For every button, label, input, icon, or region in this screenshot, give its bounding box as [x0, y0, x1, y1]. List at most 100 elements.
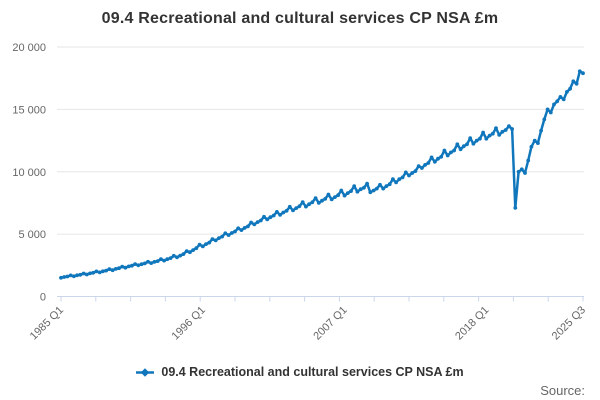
data-point-marker: [494, 126, 498, 130]
data-point-marker: [400, 175, 405, 180]
data-point-marker: [542, 117, 547, 122]
data-point-marker: [507, 124, 511, 129]
data-point-marker: [481, 130, 485, 135]
data-point-marker: [278, 213, 282, 217]
data-point-marker: [68, 273, 73, 278]
data-point-marker: [423, 163, 427, 167]
data-point-marker: [529, 144, 534, 149]
data-point-marker: [333, 195, 337, 200]
data-point-marker: [539, 128, 543, 133]
legend-item[interactable]: 09.4 Recreational and cultural services …: [0, 363, 600, 381]
data-point-marker: [420, 166, 424, 170]
data-point-marker: [120, 264, 125, 269]
data-point-marker: [316, 201, 321, 205]
data-point-marker: [123, 265, 128, 270]
data-point-marker: [236, 226, 241, 231]
data-point-marker: [297, 204, 302, 209]
data-point-marker: [565, 90, 569, 94]
data-point-marker: [233, 229, 237, 234]
data-point-marker: [458, 147, 463, 152]
data-point-marker: [152, 260, 157, 264]
data-point-marker: [252, 222, 257, 227]
data-point-marker: [181, 252, 186, 256]
data-point-marker: [362, 185, 366, 190]
data-point-marker: [262, 214, 266, 219]
data-point-marker: [229, 231, 234, 235]
data-point-marker: [242, 226, 247, 230]
data-point-marker: [320, 198, 324, 203]
data-point-marker: [329, 197, 334, 202]
data-point-marker: [59, 275, 63, 280]
data-point-marker: [75, 273, 79, 278]
x-axis-label: 2007 Q1: [311, 304, 349, 342]
data-point-marker: [207, 240, 212, 245]
y-axis-label: 10 000: [12, 167, 46, 179]
x-axis-label: 1985 Q1: [28, 304, 66, 342]
data-point-marker: [339, 188, 344, 193]
data-point-marker: [255, 220, 260, 225]
data-point-marker: [133, 262, 138, 266]
data-point-marker: [545, 107, 550, 112]
data-point-marker: [239, 228, 244, 233]
data-point-marker: [287, 204, 292, 209]
data-point-marker: [149, 261, 154, 265]
data-point-marker: [407, 173, 411, 178]
data-point-marker: [294, 206, 299, 211]
data-point-marker: [101, 269, 105, 274]
data-point-marker: [191, 248, 196, 253]
data-point-marker: [429, 155, 434, 160]
data-point-marker: [162, 258, 167, 263]
source-label: Source:: [540, 383, 585, 398]
data-point-marker: [571, 79, 576, 84]
data-point-marker: [436, 156, 440, 161]
data-point-marker: [97, 270, 102, 275]
data-point-marker: [445, 153, 450, 158]
data-point-marker: [368, 190, 373, 195]
data-point-marker: [487, 133, 492, 138]
y-axis-label: 5 000: [18, 229, 46, 241]
data-point-marker: [519, 167, 524, 172]
plot-area: 0 5 000 10 000 15 000 20 000 1985 Q1 1996 Q1 20…: [12, 42, 588, 342]
data-point-marker: [381, 186, 386, 191]
data-point-marker: [355, 189, 360, 194]
data-point-marker: [484, 136, 489, 141]
data-point-marker: [91, 270, 96, 275]
data-point-marker: [220, 234, 225, 239]
data-point-marker: [468, 136, 473, 141]
data-point-marker: [65, 274, 70, 279]
y-axis-label: 15 000: [12, 104, 46, 116]
data-point-marker: [304, 204, 308, 209]
data-point-marker: [374, 186, 379, 191]
data-point-marker: [142, 261, 147, 266]
data-point-marker: [217, 236, 221, 241]
data-point-marker: [523, 171, 527, 175]
data-point-marker: [568, 86, 572, 91]
data-series-line: [59, 70, 585, 280]
data-point-marker: [387, 182, 392, 187]
data-point-marker: [474, 138, 479, 143]
data-point-marker: [349, 189, 353, 194]
data-point-marker: [516, 169, 521, 174]
data-point-marker: [526, 158, 531, 163]
data-point-marker: [581, 71, 585, 76]
data-point-marker: [194, 246, 199, 251]
data-point-marker: [561, 97, 566, 102]
data-point-marker: [213, 238, 218, 243]
data-point-marker: [452, 148, 456, 153]
data-point-marker: [336, 193, 340, 198]
data-point-marker: [126, 264, 131, 269]
data-point-marker: [258, 218, 263, 223]
chart-title: 09.4 Recreational and cultural services …: [101, 10, 499, 27]
data-point-marker: [397, 177, 402, 182]
data-point-marker: [197, 242, 202, 247]
data-point-marker: [555, 99, 560, 104]
data-point-marker: [178, 253, 183, 258]
data-point-marker: [184, 249, 189, 254]
data-point-marker: [84, 272, 89, 277]
data-point-marker: [165, 257, 170, 262]
data-point-marker: [200, 244, 205, 249]
data-point-marker: [94, 269, 99, 274]
data-point-marker: [291, 208, 295, 213]
data-point-marker: [171, 253, 176, 258]
data-point-marker: [413, 169, 418, 174]
